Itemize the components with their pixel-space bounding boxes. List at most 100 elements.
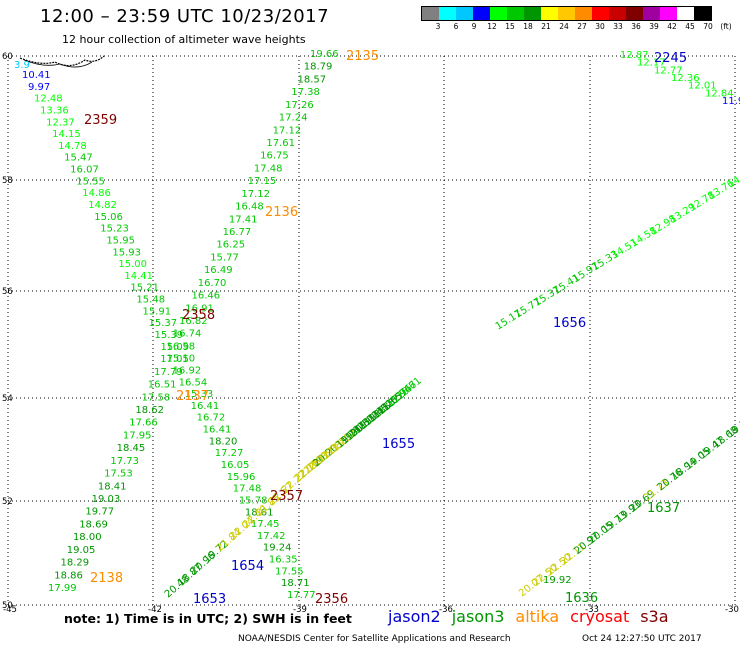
wave-height-value: 18.86 xyxy=(54,570,83,581)
color-swatch xyxy=(558,7,575,20)
pass-time-label: 1655 xyxy=(382,437,415,452)
color-swatch xyxy=(575,7,592,20)
pass-time-label: 2136 xyxy=(265,205,298,220)
satellite-legend-item: altika xyxy=(515,607,560,626)
wave-height-value: 17.95 xyxy=(123,430,152,441)
wave-height-value: 19.03 xyxy=(92,494,121,505)
color-swatch xyxy=(694,7,711,20)
wave-height-value: 12.37 xyxy=(46,117,75,128)
wave-height-value: 16.58 xyxy=(167,341,196,352)
wave-height-value: 15.48 xyxy=(136,295,165,306)
wave-height-value: 18.62 xyxy=(135,405,164,416)
pass-time-label: 1637 xyxy=(647,501,680,516)
wave-height-value: 16.91 xyxy=(185,303,214,314)
wave-height-value: 17.99 xyxy=(48,583,77,594)
wave-height-value: 17.53 xyxy=(104,469,133,480)
wave-height-value: 16.41 xyxy=(203,425,232,436)
wave-height-value: 15.93 xyxy=(112,247,141,258)
color-scale-label: 70 xyxy=(703,22,713,31)
color-swatch xyxy=(439,7,456,20)
wave-height-value: 16.35 xyxy=(269,555,298,566)
wave-height-value: 16.82 xyxy=(179,316,208,327)
wave-height-value: 16.92 xyxy=(173,365,202,376)
wave-height-value: 17.05 xyxy=(160,354,189,365)
wave-height-value: 16.72 xyxy=(197,413,226,424)
wave-height-observations: 19.6618.7918.5717.3817.2617.2417.1217.61… xyxy=(14,49,740,601)
wave-height-value: 15.55 xyxy=(76,176,105,187)
color-scale-swatches xyxy=(421,6,712,21)
wave-height-value: 19.66 xyxy=(310,49,339,60)
wave-height-value: 15.95 xyxy=(106,235,135,246)
wave-height-value: 18.71 xyxy=(281,578,310,589)
wave-height-value: 10.41 xyxy=(22,70,51,81)
color-scale-label: (ft) xyxy=(720,22,732,31)
credit-line: NOAA/NESDIS Center for Satellite Applica… xyxy=(238,634,511,644)
y-axis-label: 60 xyxy=(2,52,13,62)
color-scale-label: 30 xyxy=(595,22,605,31)
wave-height-value: 16.25 xyxy=(216,240,245,251)
color-swatch xyxy=(422,7,439,20)
pass-time-label: 2135 xyxy=(346,49,379,64)
wave-height-value: 16.49 xyxy=(204,265,233,276)
wave-height-value: 15.09 xyxy=(161,342,190,353)
coastline-shape xyxy=(19,55,105,67)
wave-height-value: 15.37 xyxy=(148,318,177,329)
wave-height-value: 19.05 xyxy=(67,545,96,556)
color-scale-label: 9 xyxy=(471,22,477,31)
wave-height-value: 17.79 xyxy=(154,367,183,378)
wave-height-value: 9.97 xyxy=(28,82,50,93)
wave-height-value: 16.74 xyxy=(173,329,202,340)
wave-height-value: 14.15 xyxy=(52,129,81,140)
color-swatch xyxy=(456,7,473,20)
color-swatch xyxy=(541,7,558,20)
wave-height-value: 19.24 xyxy=(263,543,292,554)
wave-height-value: 18.00 xyxy=(73,532,102,543)
wave-height-value: 18.29 xyxy=(60,558,89,569)
wave-height-value: 3.9 xyxy=(14,60,30,71)
generated-timestamp: Oct 24 12:27:50 UTC 2017 xyxy=(582,634,702,644)
wave-height-value: 15.96 xyxy=(227,472,256,483)
wave-height-value: 15.06 xyxy=(94,212,123,223)
wave-height-value: 16.07 xyxy=(70,165,99,176)
wave-height-value: 17.42 xyxy=(257,531,286,542)
footnote: note: 1) Time is in UTC; 2) SWH is in fe… xyxy=(64,611,352,626)
map-grid xyxy=(7,55,736,606)
pass-time-label: 2137 xyxy=(176,389,209,404)
wave-height-value: 17.66 xyxy=(129,418,158,429)
wave-height-value: 16.70 xyxy=(198,278,227,289)
wave-height-value: 17.26 xyxy=(285,100,314,111)
x-axis-label: -42 xyxy=(148,605,162,615)
wave-height-value: 14.82 xyxy=(88,200,117,211)
x-axis-label: -45 xyxy=(3,605,17,615)
wave-height-value: 17.77 xyxy=(287,590,316,601)
wave-height-value: 17.48 xyxy=(254,163,283,174)
color-swatch xyxy=(643,7,660,20)
color-scale-label: 21 xyxy=(541,22,551,31)
x-axis-label: -39 xyxy=(293,605,307,615)
pass-time-label: 2356 xyxy=(315,592,348,607)
color-scale-label: 27 xyxy=(577,22,587,31)
wave-height-value: 16.41 xyxy=(191,401,220,412)
color-scale-label: 33 xyxy=(613,22,623,31)
wave-height-value: 18.20 xyxy=(209,436,238,447)
color-swatch xyxy=(626,7,643,20)
wave-height-value: 18.79 xyxy=(304,62,333,73)
coastline xyxy=(19,55,105,68)
wave-height-value: 17.24 xyxy=(279,113,308,124)
wave-height-value: 16.05 xyxy=(221,460,250,471)
color-swatch xyxy=(524,7,541,20)
axis-labels: -45 -42 -39 -36 -33 -30 60 58 56 54 52 50 xyxy=(2,52,739,615)
wave-height-value: 15.00 xyxy=(118,259,147,270)
color-scale-label: 36 xyxy=(631,22,641,31)
wave-height-value: 13.36 xyxy=(40,105,69,116)
wave-height-value: 12.17 xyxy=(637,58,666,69)
wave-height-value: 12.48 xyxy=(34,94,63,105)
wave-height-value: 15.33 xyxy=(185,389,214,400)
color-scale-label: 6 xyxy=(453,22,459,31)
pass-time-label: 2359 xyxy=(84,113,117,128)
wave-height-value: 17.27 xyxy=(215,448,244,459)
wave-height-value: 18.61 xyxy=(245,507,274,518)
y-axis-label: 54 xyxy=(2,394,13,404)
color-swatch xyxy=(592,7,609,20)
